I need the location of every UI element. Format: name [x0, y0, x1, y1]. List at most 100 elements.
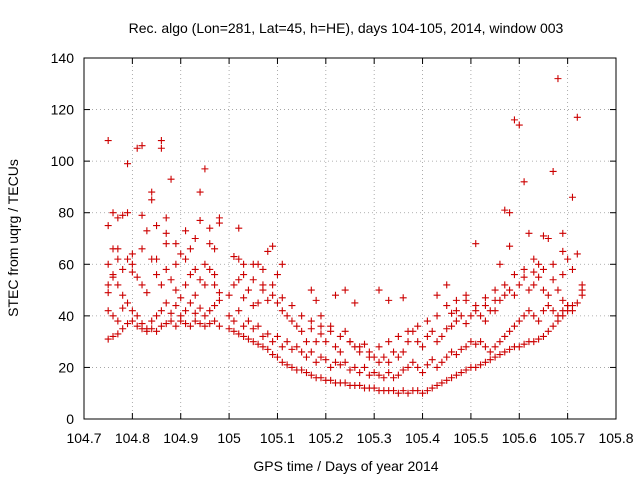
- data-point-marker: [452, 371, 460, 379]
- data-point-marker: [394, 371, 402, 379]
- data-point-marker: [501, 281, 509, 289]
- data-point-marker: [404, 338, 412, 346]
- data-point-marker: [462, 296, 470, 304]
- data-point-marker: [128, 307, 136, 315]
- data-point-marker: [307, 325, 315, 333]
- data-point-marker: [448, 309, 456, 317]
- data-point-marker: [472, 340, 480, 348]
- data-point-marker: [167, 175, 175, 183]
- data-point-marker: [128, 317, 136, 325]
- y-tick-label: 80: [58, 205, 74, 221]
- data-point-marker: [346, 366, 354, 374]
- data-point-marker: [457, 345, 465, 353]
- data-point-marker: [317, 312, 325, 320]
- data-point-marker: [433, 338, 441, 346]
- data-point-marker: [157, 281, 165, 289]
- data-point-marker: [240, 294, 248, 302]
- data-point-marker: [240, 271, 248, 279]
- data-point-marker: [104, 335, 112, 343]
- data-point-marker: [506, 286, 514, 294]
- data-point-marker: [191, 291, 199, 299]
- data-point-marker: [215, 322, 223, 330]
- data-point-marker: [249, 325, 257, 333]
- data-point-marker: [230, 327, 238, 335]
- data-point-marker: [138, 281, 146, 289]
- data-point-marker: [370, 353, 378, 361]
- data-point-marker: [341, 327, 349, 335]
- data-point-marker: [298, 366, 306, 374]
- data-point-marker: [104, 281, 112, 289]
- data-point-marker: [539, 232, 547, 240]
- data-point-marker: [419, 343, 427, 351]
- data-point-marker: [133, 144, 141, 152]
- data-point-marker: [559, 229, 567, 237]
- data-point-marker: [317, 322, 325, 330]
- data-point-marker: [307, 371, 315, 379]
- data-point-marker: [162, 320, 170, 328]
- data-point-marker: [404, 327, 412, 335]
- data-point-marker: [148, 196, 156, 204]
- y-tick-label: 40: [58, 308, 74, 324]
- data-point-marker: [423, 361, 431, 369]
- data-point-marker: [114, 255, 122, 263]
- data-point-marker: [283, 361, 291, 369]
- y-tick-label: 120: [51, 102, 75, 118]
- data-point-marker: [510, 322, 518, 330]
- data-point-marker: [477, 338, 485, 346]
- data-point-marker: [501, 332, 509, 340]
- data-point-marker: [370, 384, 378, 392]
- data-point-marker: [317, 353, 325, 361]
- data-point-marker: [520, 265, 528, 273]
- data-point-marker: [375, 358, 383, 366]
- data-point-marker: [240, 260, 248, 268]
- data-point-marker: [462, 366, 470, 374]
- data-point-marker: [273, 353, 281, 361]
- data-point-marker: [481, 358, 489, 366]
- y-tick-label: 60: [58, 256, 74, 272]
- data-point-marker: [452, 296, 460, 304]
- data-point-marker: [356, 381, 364, 389]
- data-point-marker: [138, 142, 146, 150]
- data-point-marker: [423, 317, 431, 325]
- data-point-marker: [501, 348, 509, 356]
- data-point-marker: [361, 363, 369, 371]
- data-point-marker: [298, 327, 306, 335]
- data-point-marker: [510, 271, 518, 279]
- data-point-marker: [264, 330, 272, 338]
- data-point-marker: [506, 242, 514, 250]
- data-point-marker: [157, 144, 165, 152]
- data-point-marker: [390, 348, 398, 356]
- data-point-marker: [573, 299, 581, 307]
- data-point-marker: [182, 320, 190, 328]
- data-point-marker: [327, 327, 335, 335]
- data-point-marker: [327, 363, 335, 371]
- data-point-marker: [196, 216, 204, 224]
- data-point-marker: [215, 219, 223, 227]
- data-point-marker: [167, 276, 175, 284]
- data-point-marker: [419, 369, 427, 377]
- data-point-marker: [496, 260, 504, 268]
- data-point-marker: [452, 317, 460, 325]
- data-point-marker: [177, 250, 185, 258]
- data-point-marker: [148, 317, 156, 325]
- data-point-marker: [191, 265, 199, 273]
- data-point-marker: [162, 240, 170, 248]
- data-point-marker: [481, 317, 489, 325]
- data-point-marker: [211, 271, 219, 279]
- data-point-marker: [443, 376, 451, 384]
- data-point-marker: [544, 291, 552, 299]
- data-point-marker: [162, 265, 170, 273]
- data-point-marker: [409, 358, 417, 366]
- data-point-marker: [124, 320, 132, 328]
- data-point-marker: [351, 299, 359, 307]
- data-point-marker: [443, 325, 451, 333]
- data-point-marker: [273, 271, 281, 279]
- data-point-marker: [211, 245, 219, 253]
- data-point-marker: [172, 322, 180, 330]
- data-point-marker: [235, 307, 243, 315]
- data-point-marker: [336, 332, 344, 340]
- data-point-marker: [278, 294, 286, 302]
- data-point-marker: [356, 343, 364, 351]
- data-point-marker: [385, 296, 393, 304]
- data-point-marker: [114, 214, 122, 222]
